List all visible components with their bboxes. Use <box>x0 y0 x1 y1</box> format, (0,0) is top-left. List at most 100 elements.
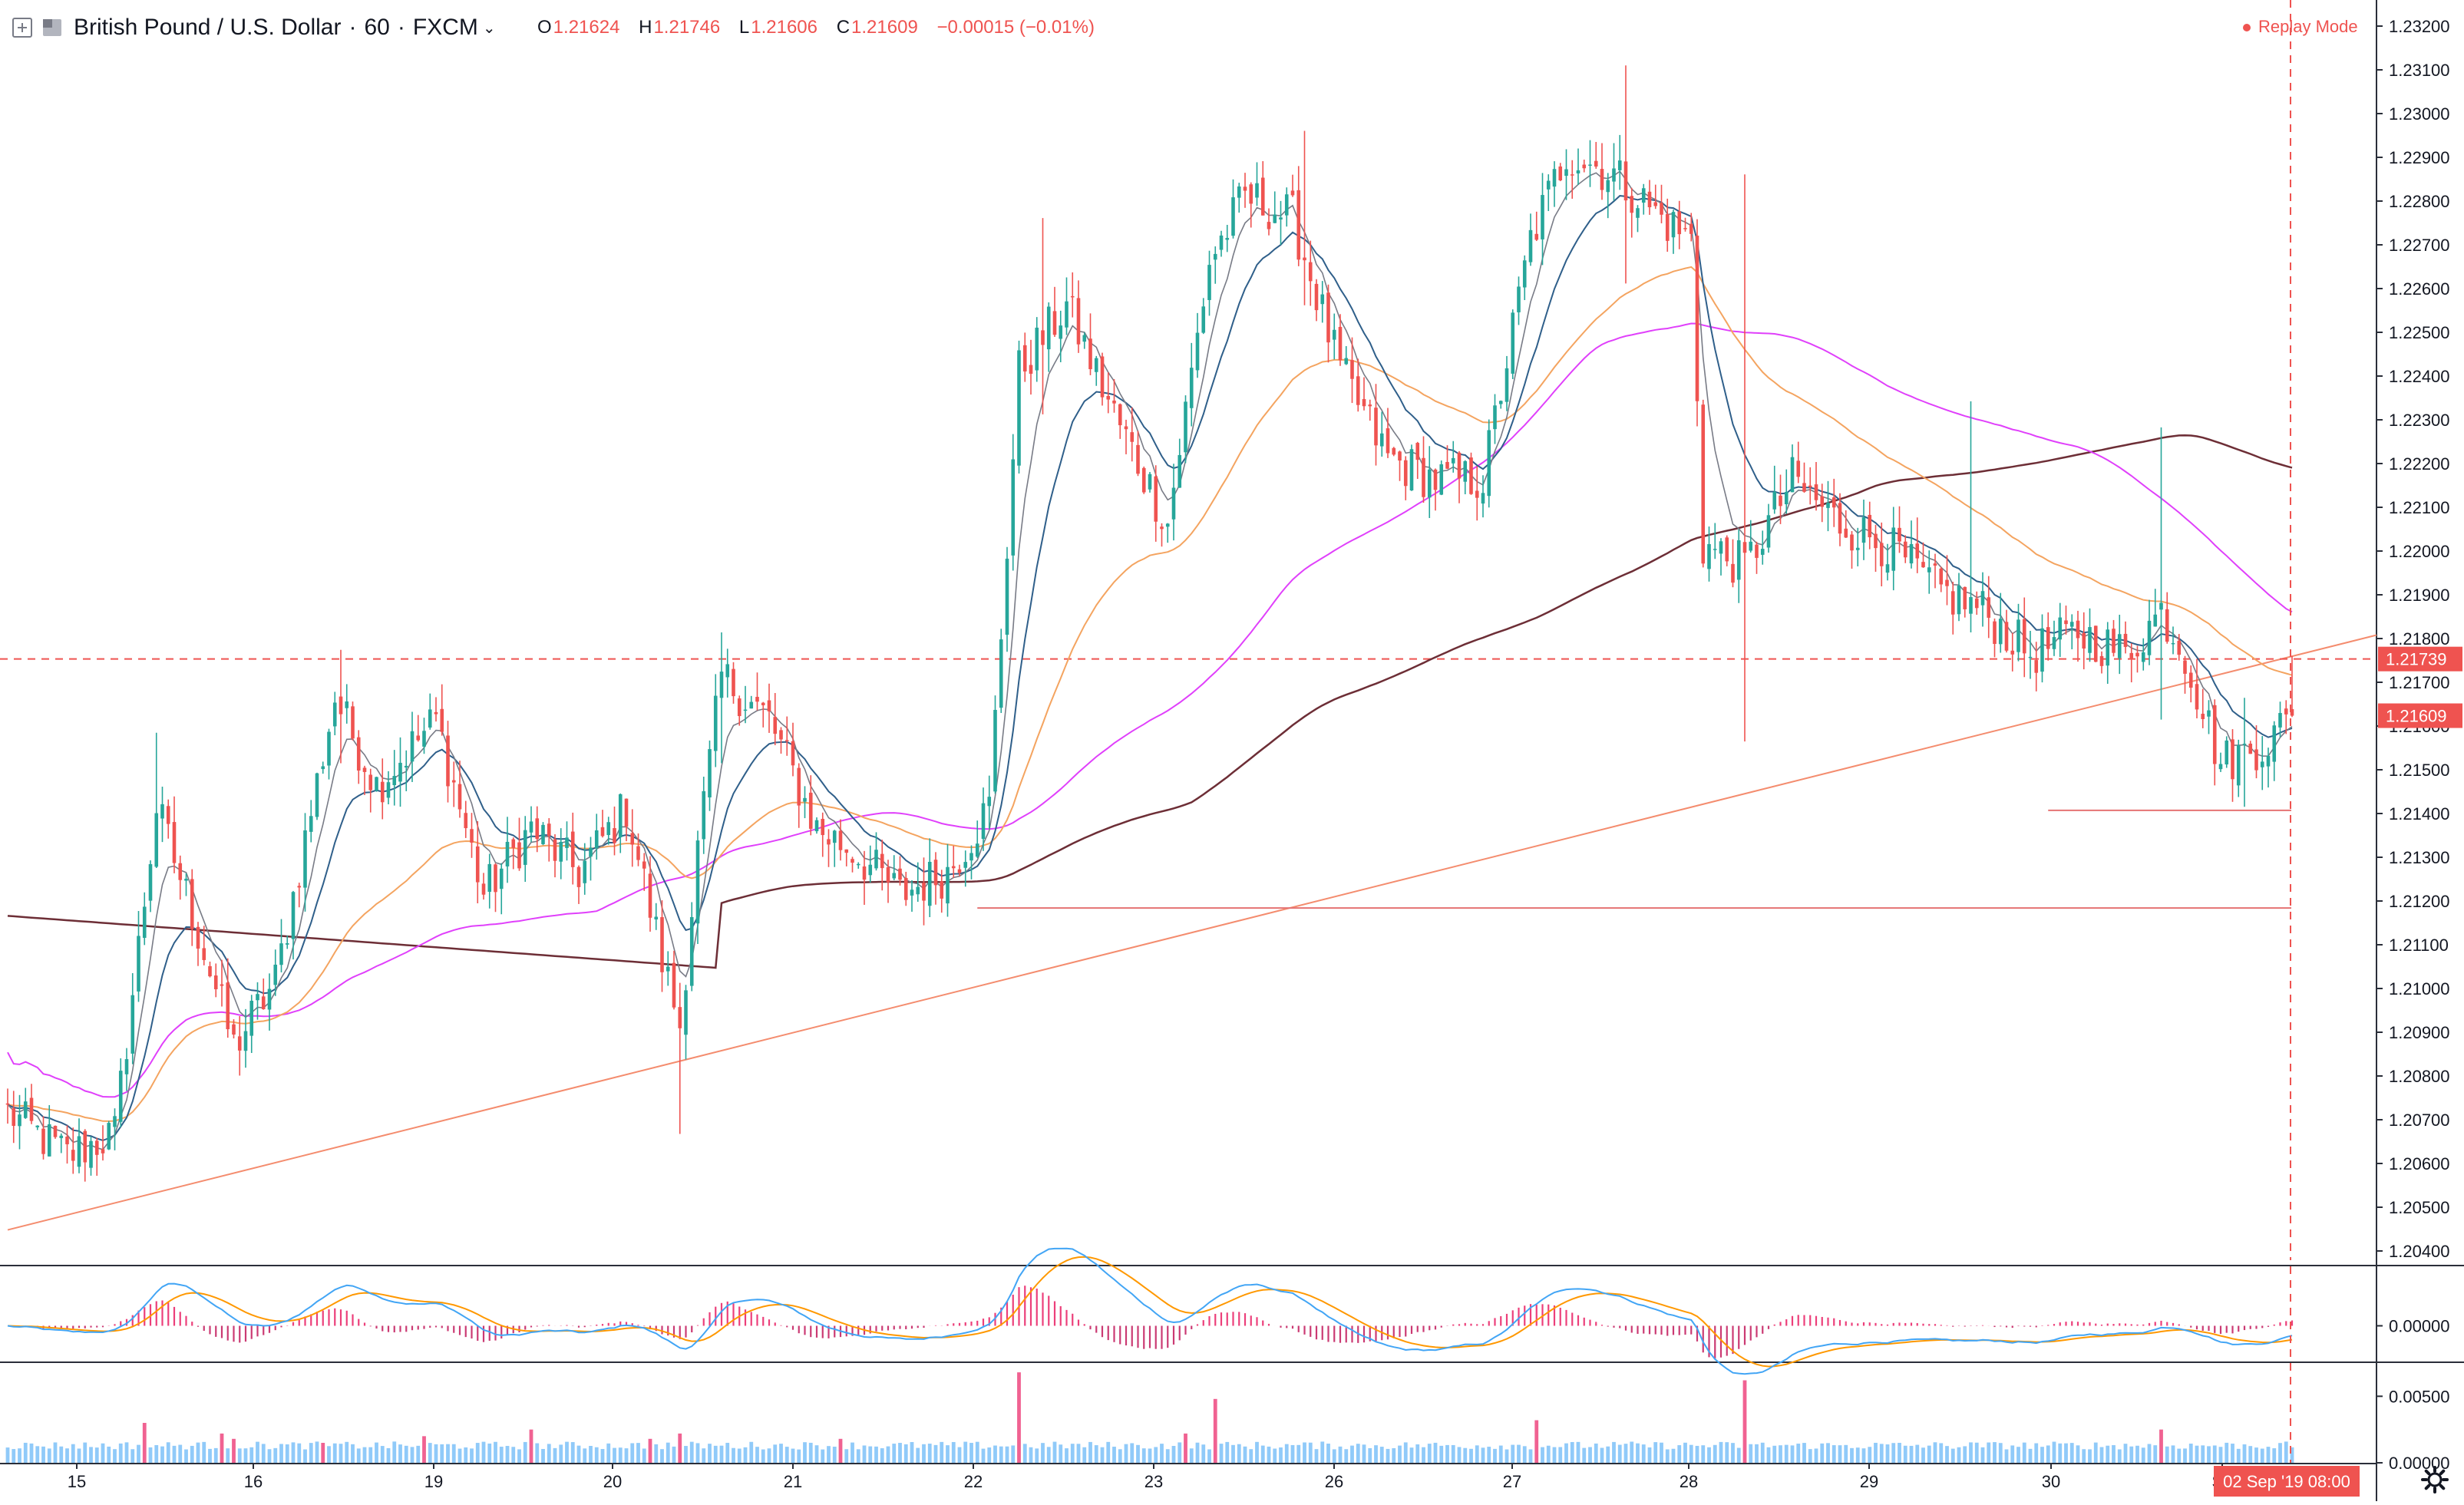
volume-bar <box>2248 1446 2253 1463</box>
volume-bar <box>1463 1447 1468 1463</box>
volume-bar <box>987 1447 992 1463</box>
candle <box>1398 451 1402 481</box>
candle-body <box>23 1101 28 1118</box>
volume-bar <box>464 1447 468 1463</box>
candle-body <box>279 943 283 965</box>
volume-bar <box>1112 1447 1116 1463</box>
candle-body <box>315 773 319 817</box>
candle <box>2207 700 2211 734</box>
candle <box>309 800 313 843</box>
candle <box>1660 184 1663 223</box>
candle <box>1386 408 1390 458</box>
volume-bar <box>422 1436 426 1463</box>
candle-body <box>2058 617 2063 640</box>
candle-body <box>1171 487 1176 520</box>
time-tick-label: 15 <box>68 1472 86 1491</box>
candle <box>475 821 480 903</box>
volume-bar <box>1320 1441 1325 1463</box>
candle <box>927 838 932 918</box>
volume-bar <box>124 1442 129 1463</box>
interval-label[interactable]: 60 <box>364 15 390 40</box>
exchange-label[interactable]: FXCM <box>412 15 478 40</box>
candle-body <box>1772 491 1777 510</box>
candle <box>297 883 302 908</box>
volume-bar <box>1725 1442 1729 1463</box>
volume-bar <box>208 1448 212 1463</box>
candle-body <box>1296 190 1301 260</box>
volume-bar <box>1820 1443 1825 1463</box>
candle-body <box>851 859 854 863</box>
candle <box>1677 200 1682 249</box>
volume-bar <box>1689 1444 1693 1463</box>
candle-body <box>321 766 325 770</box>
volume-bar <box>2064 1443 2068 1463</box>
candle-body <box>903 877 908 900</box>
volume-bar <box>1422 1447 1425 1463</box>
candle-body <box>1987 597 1991 618</box>
volume-bar <box>600 1449 605 1463</box>
candle <box>803 786 807 819</box>
candle <box>951 845 956 878</box>
volume-bar <box>1701 1445 1706 1463</box>
candle-body <box>1831 497 1836 508</box>
volume-bar <box>1207 1449 1211 1463</box>
candle-body <box>1713 549 1717 550</box>
candle <box>2052 620 2056 656</box>
candle-body <box>553 839 557 861</box>
candle-body <box>1178 454 1182 488</box>
volume-bar <box>113 1449 117 1463</box>
price-tick-label: 1.22200 <box>2389 454 2450 474</box>
candle-body <box>547 823 551 837</box>
replay-mode-indicator[interactable]: Replay Mode <box>2243 17 2358 37</box>
candle-body <box>1689 223 1693 234</box>
volume-bar <box>1588 1447 1592 1463</box>
candle-body <box>755 696 759 702</box>
candle <box>83 1129 88 1182</box>
candle-body <box>1868 514 1872 538</box>
candle <box>1612 143 1616 201</box>
candle <box>494 863 497 913</box>
candle-body <box>1041 330 1045 345</box>
candle-body <box>856 863 860 866</box>
price-tick-label: 1.23100 <box>2389 61 2450 80</box>
price-tick-label: 1.22700 <box>2389 236 2450 255</box>
candle <box>2069 614 2074 650</box>
candle-body <box>1885 564 1890 573</box>
chevron-down-icon[interactable]: ⌄ <box>482 19 496 37</box>
moving-average-100 <box>7 322 2293 1098</box>
volume-bar <box>2088 1449 2092 1463</box>
candle-body <box>1957 585 1961 615</box>
volume-bar <box>1742 1380 1747 1463</box>
candle <box>160 787 164 843</box>
candle-body <box>1647 191 1652 208</box>
gear-icon[interactable] <box>2419 1464 2450 1495</box>
volume-bar <box>1660 1442 1663 1463</box>
volume-bar <box>594 1447 599 1463</box>
candle-body <box>803 797 807 802</box>
candle-body <box>880 853 884 869</box>
candle-body <box>273 964 278 985</box>
volume-bar <box>624 1448 629 1463</box>
candle-body <box>529 821 533 833</box>
volume-bar <box>303 1449 307 1463</box>
candle-body <box>2141 652 2145 662</box>
open-label: O <box>537 17 552 38</box>
candle <box>1136 431 1140 477</box>
candle <box>779 727 783 754</box>
candle-body <box>1998 619 2003 645</box>
volume-bar <box>1576 1441 1580 1463</box>
volume-bar <box>1475 1445 1479 1463</box>
candle <box>434 697 438 722</box>
candle <box>505 817 510 883</box>
symbol-name[interactable]: British Pound / U.S. Dollar <box>74 15 342 40</box>
add-symbol-icon[interactable] <box>12 18 32 38</box>
volume-bar <box>1903 1445 1907 1463</box>
volume-bar <box>1141 1448 1146 1463</box>
candle-body <box>35 1125 40 1127</box>
volume-bar <box>1993 1442 1997 1463</box>
volume-bar <box>1178 1442 1182 1463</box>
candle <box>1998 592 2003 653</box>
candle <box>178 855 183 900</box>
